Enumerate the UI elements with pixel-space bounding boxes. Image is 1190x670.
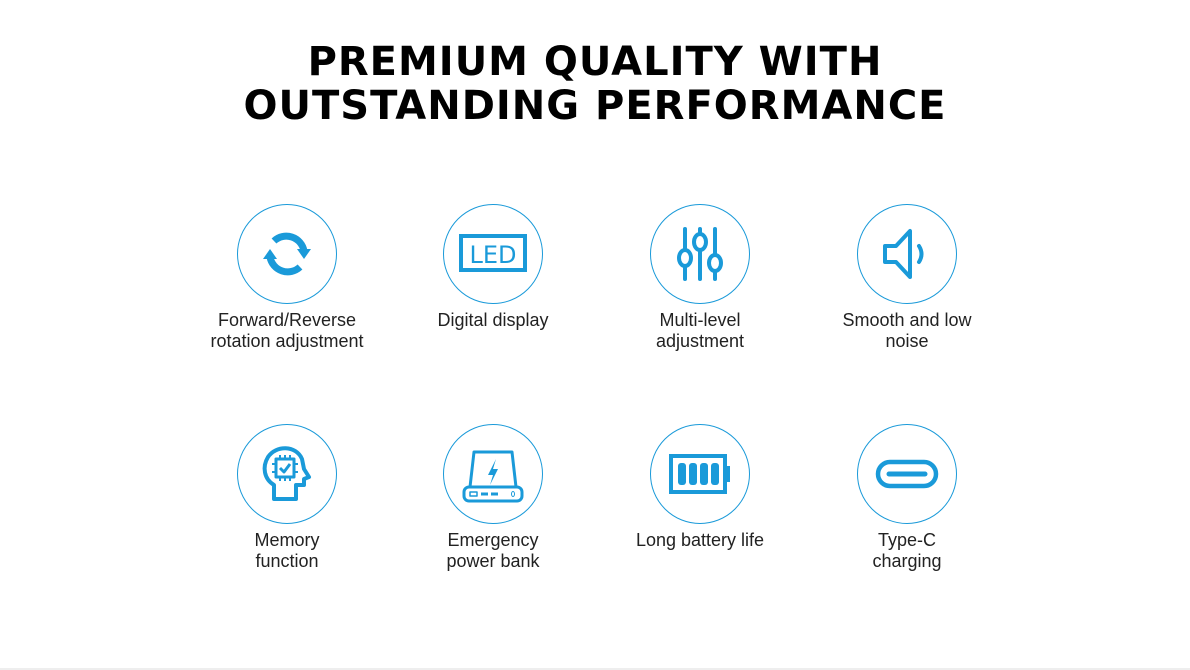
feature-rotation: Forward/Reverse rotation adjustment bbox=[177, 204, 397, 352]
usb-c-icon bbox=[857, 424, 957, 524]
battery-icon bbox=[650, 424, 750, 524]
title-line-1: PREMIUM QUALITY WITH bbox=[307, 39, 883, 85]
feature-label: Memory function bbox=[254, 530, 320, 571]
feature-label: Type-C charging bbox=[872, 530, 942, 571]
feature-label: Forward/Reverse rotation adjustment bbox=[210, 310, 364, 351]
feature-type-c: Type-C charging bbox=[797, 424, 1017, 572]
feature-multilevel: Multi-level adjustment bbox=[590, 204, 810, 352]
svg-text:LED: LED bbox=[469, 241, 516, 269]
head-chip-icon bbox=[237, 424, 337, 524]
title-line-2: OUTSTANDING PERFORMANCE bbox=[243, 83, 947, 129]
speaker-icon bbox=[857, 204, 957, 304]
feature-label: Digital display bbox=[437, 310, 549, 330]
rotate-arrows-icon bbox=[237, 204, 337, 304]
sliders-icon bbox=[650, 204, 750, 304]
feature-label: Long battery life bbox=[635, 530, 765, 550]
power-bank-icon bbox=[443, 424, 543, 524]
feature-power-bank: Emergency power bank bbox=[383, 424, 603, 572]
page-title: PREMIUM QUALITY WITH OUTSTANDING PERFORM… bbox=[0, 40, 1190, 128]
feature-label: Smooth and low noise bbox=[842, 310, 972, 351]
feature-display: LED Digital display bbox=[383, 204, 603, 331]
feature-label: Emergency power bank bbox=[446, 530, 540, 571]
led-display-icon: LED bbox=[443, 204, 543, 304]
feature-battery: Long battery life bbox=[590, 424, 810, 551]
feature-label: Multi-level adjustment bbox=[655, 310, 745, 351]
divider bbox=[0, 668, 1190, 670]
feature-low-noise: Smooth and low noise bbox=[797, 204, 1017, 352]
feature-memory: Memory function bbox=[177, 424, 397, 572]
